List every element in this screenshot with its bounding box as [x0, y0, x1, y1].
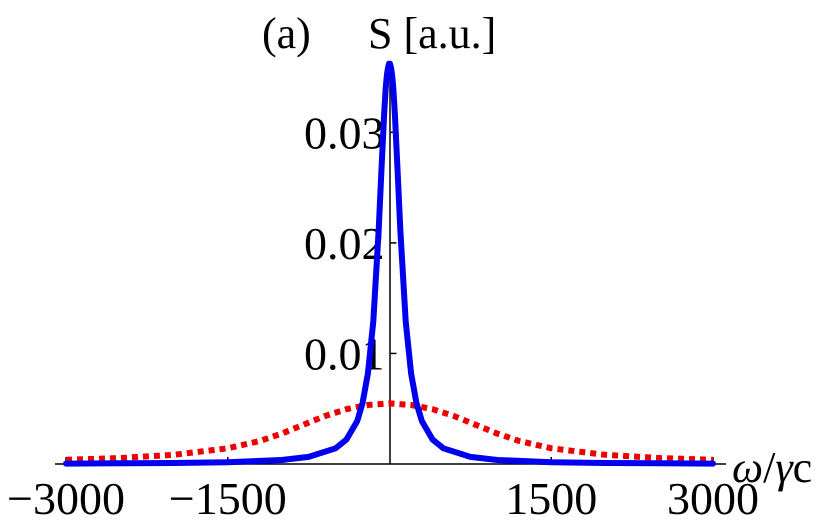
x-tick-label: 3000: [667, 473, 759, 524]
y-axis-label: S [a.u.]: [368, 9, 496, 58]
x-tick-label: −3000: [7, 473, 125, 524]
x-tick-label: −1500: [169, 473, 287, 524]
x-label-c: c: [793, 443, 813, 492]
y-tick-label: 0.02: [304, 218, 385, 269]
x-label-omega: ω: [732, 443, 763, 492]
x-label-gamma: γ: [775, 443, 794, 492]
series-line-dotted: [65, 400, 714, 463]
panel-label: (a): [262, 9, 311, 58]
series-line-solid: [63, 60, 716, 467]
x-tick-label: 1500: [505, 473, 597, 524]
x-label-slash: /: [763, 443, 776, 492]
y-tick-label: 0.03: [304, 107, 385, 158]
x-axis-label: ω/γc: [732, 443, 812, 492]
